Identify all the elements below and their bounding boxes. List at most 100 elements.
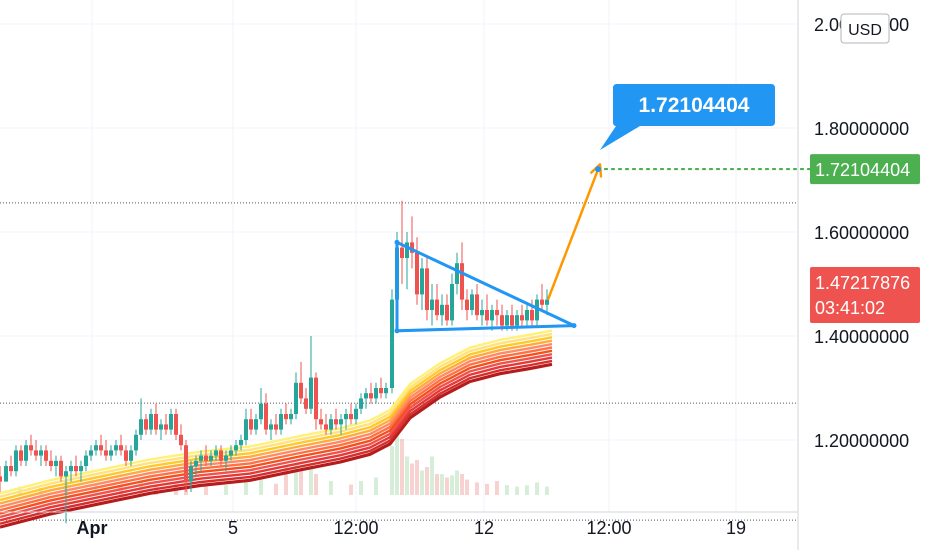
candle[interactable] (545, 289, 549, 316)
candle[interactable] (14, 445, 18, 477)
target-price-label[interactable]: 1.72104404 (810, 154, 920, 185)
candle[interactable] (405, 232, 409, 290)
candle[interactable] (229, 445, 233, 461)
candle[interactable] (109, 445, 113, 461)
candle[interactable] (19, 445, 23, 466)
candle[interactable] (204, 445, 208, 466)
candle[interactable] (289, 408, 293, 425)
candle[interactable] (254, 414, 258, 435)
projection-arrow-line[interactable] (546, 163, 602, 301)
candle[interactable] (9, 455, 13, 477)
candle[interactable] (359, 393, 363, 414)
candle[interactable] (249, 408, 253, 435)
candle[interactable] (139, 398, 143, 440)
candle[interactable] (219, 445, 223, 466)
triangle-pattern[interactable] (394, 239, 577, 334)
candle[interactable] (465, 289, 469, 321)
candle[interactable] (49, 450, 53, 472)
currency-button[interactable]: USD (840, 13, 890, 44)
current-price-label[interactable]: 1.47217876 03:41:02 (810, 267, 920, 323)
candle[interactable] (149, 408, 153, 435)
candle[interactable] (354, 403, 358, 425)
candle[interactable] (54, 455, 58, 477)
candle[interactable] (259, 388, 263, 425)
triangle-outline[interactable] (395, 240, 575, 333)
candle[interactable] (369, 382, 373, 404)
candle[interactable] (279, 408, 283, 435)
candle[interactable] (525, 304, 529, 326)
projection-arrow[interactable] (546, 163, 603, 301)
candle[interactable] (520, 304, 524, 326)
candle[interactable] (480, 299, 484, 326)
candle[interactable] (339, 414, 343, 435)
candle[interactable] (450, 273, 454, 326)
candle[interactable] (475, 284, 479, 321)
candle[interactable] (329, 414, 333, 435)
candle[interactable] (64, 466, 68, 524)
candle[interactable] (239, 434, 243, 451)
candle[interactable] (445, 294, 449, 326)
candle[interactable] (159, 419, 163, 440)
candle[interactable] (530, 299, 534, 326)
candle[interactable] (194, 455, 198, 477)
candle[interactable] (154, 403, 158, 435)
candle[interactable] (234, 440, 238, 456)
candle[interactable] (344, 408, 348, 430)
candle[interactable] (184, 440, 188, 492)
candle[interactable] (224, 450, 228, 472)
candle[interactable] (104, 440, 108, 461)
candle[interactable] (269, 419, 273, 440)
candle[interactable] (129, 445, 133, 466)
candle[interactable] (470, 289, 474, 316)
candle[interactable] (435, 284, 439, 321)
candle[interactable] (299, 362, 303, 404)
candle[interactable] (374, 382, 378, 404)
candle[interactable] (540, 284, 544, 310)
projection-arrowhead[interactable] (589, 163, 603, 178)
candle[interactable] (189, 460, 193, 492)
candle[interactable] (69, 460, 73, 482)
candle[interactable] (119, 434, 123, 456)
candle[interactable] (114, 440, 118, 456)
candle[interactable] (59, 455, 63, 482)
candle[interactable] (244, 408, 248, 446)
candle[interactable] (4, 460, 8, 482)
candle[interactable] (214, 445, 218, 461)
candle[interactable] (425, 258, 429, 321)
candle[interactable] (490, 304, 494, 331)
candle[interactable] (460, 242, 464, 310)
candle[interactable] (430, 284, 434, 326)
candle[interactable] (309, 336, 313, 414)
candle[interactable] (89, 445, 93, 461)
candle[interactable] (84, 450, 88, 472)
candle[interactable] (274, 414, 278, 435)
candle[interactable] (39, 445, 43, 466)
candle[interactable] (124, 445, 128, 466)
candle[interactable] (94, 440, 98, 456)
candle[interactable] (0, 466, 2, 492)
candle[interactable] (179, 424, 183, 451)
callout-bubble[interactable] (600, 84, 775, 150)
candle[interactable] (400, 200, 404, 284)
candle[interactable] (420, 258, 424, 310)
candle[interactable] (535, 294, 539, 326)
candle[interactable] (294, 372, 298, 420)
candle[interactable] (264, 393, 268, 435)
candle[interactable] (364, 388, 368, 409)
candle[interactable] (134, 429, 138, 456)
triangle-vertex[interactable] (571, 323, 577, 329)
candle[interactable] (324, 414, 328, 435)
candle[interactable] (384, 382, 388, 399)
candle[interactable] (284, 403, 288, 425)
candle[interactable] (319, 408, 323, 430)
candle[interactable] (144, 414, 148, 435)
candle[interactable] (169, 408, 173, 435)
candle[interactable] (99, 434, 103, 456)
candle[interactable] (390, 289, 394, 394)
price-callout[interactable]: 1.72104404 (600, 84, 775, 150)
candle[interactable] (34, 440, 38, 461)
candle[interactable] (440, 294, 444, 326)
time-axis[interactable]: Apr 5 12:00 12 12:00 19 (77, 518, 747, 538)
candle[interactable] (304, 388, 308, 414)
